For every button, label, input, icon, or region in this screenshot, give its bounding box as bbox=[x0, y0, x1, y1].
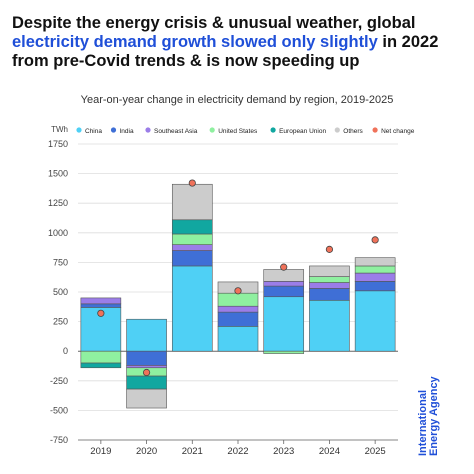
x-tick-label: 2024 bbox=[319, 446, 340, 457]
bar-segment bbox=[309, 265, 350, 277]
bar-segment bbox=[309, 299, 350, 352]
bar-segment bbox=[171, 233, 213, 245]
bar-segment bbox=[80, 303, 122, 308]
legend-label: United States bbox=[218, 128, 258, 135]
legend-label: Others bbox=[343, 128, 363, 135]
net-change-point bbox=[371, 236, 379, 244]
bar-segment bbox=[171, 250, 213, 267]
bar-segment bbox=[217, 311, 259, 327]
bar-segment bbox=[80, 350, 122, 364]
y-tick-label: 1500 bbox=[48, 169, 68, 179]
bar-segment bbox=[126, 388, 167, 409]
bar-segment bbox=[171, 219, 213, 235]
y-tick-label: -250 bbox=[50, 376, 68, 386]
bar-segment bbox=[263, 350, 305, 354]
y-tick-label: 750 bbox=[53, 257, 68, 267]
bar-segment bbox=[171, 265, 213, 352]
y-tick-label: 1000 bbox=[48, 228, 68, 238]
legend-label: China bbox=[85, 128, 102, 135]
x-tick-label: 2020 bbox=[136, 446, 157, 457]
y-tick-label: 1250 bbox=[48, 198, 68, 208]
y-tick-label: -500 bbox=[50, 405, 68, 415]
y-tick-label: 500 bbox=[53, 287, 68, 297]
x-tick-label: 2023 bbox=[273, 446, 294, 457]
bar-segment bbox=[217, 326, 259, 352]
bar-segment bbox=[217, 305, 259, 313]
legend-swatch bbox=[76, 127, 82, 133]
legend-label: Net change bbox=[381, 128, 415, 135]
y-tick-label: 0 bbox=[63, 346, 68, 356]
bar-segment bbox=[354, 281, 396, 292]
x-tick-label: 2021 bbox=[182, 446, 203, 457]
x-tick-label: 2025 bbox=[365, 446, 386, 457]
legend-swatch bbox=[145, 127, 151, 133]
x-tick-label: 2019 bbox=[90, 446, 111, 457]
legend-swatch bbox=[209, 127, 215, 133]
legend-label: European Union bbox=[279, 128, 326, 135]
bar-segment bbox=[171, 183, 213, 221]
legend-swatch bbox=[334, 127, 340, 133]
bar-segment bbox=[126, 375, 167, 390]
headline: Despite the energy crisis & unusual weat… bbox=[12, 14, 452, 71]
legend-swatch bbox=[270, 127, 276, 133]
bar-segment bbox=[309, 288, 350, 301]
headline-part2: in 2022 from pre-Covid trends & is now s… bbox=[12, 33, 439, 70]
y-tick-label: -750 bbox=[50, 435, 68, 445]
bar-segment bbox=[80, 362, 122, 369]
legend-label: Southeast Asia bbox=[154, 128, 198, 135]
chart-title: Year-on-year change in electricity deman… bbox=[80, 94, 394, 106]
bar-segment bbox=[354, 272, 396, 282]
bar-segment bbox=[309, 276, 350, 283]
net-change-point bbox=[97, 309, 105, 317]
headline-highlight: electricity demand growth slowed only sl… bbox=[12, 33, 378, 51]
y-tick-label: 250 bbox=[53, 317, 68, 327]
bar-segment bbox=[354, 290, 396, 352]
bar-segment bbox=[126, 365, 167, 369]
bar-segment bbox=[354, 257, 396, 267]
headline-part1: Despite the energy crisis & unusual weat… bbox=[12, 14, 416, 32]
bar-segment bbox=[309, 282, 350, 289]
y-axis-unit: TWh bbox=[51, 125, 68, 134]
bar-segment bbox=[171, 244, 213, 251]
iea-logo: International Energy Agency bbox=[417, 372, 440, 456]
legend-swatch bbox=[372, 127, 378, 133]
bar-segment bbox=[263, 269, 305, 282]
bar-segment bbox=[80, 297, 122, 305]
bar-segment bbox=[217, 292, 259, 307]
net-change-point bbox=[234, 287, 242, 295]
bar-segment bbox=[263, 296, 305, 352]
legend-swatch bbox=[110, 127, 117, 133]
bar-segment bbox=[126, 318, 167, 352]
x-tick-label: 2022 bbox=[227, 446, 248, 457]
y-tick-label: 1750 bbox=[48, 139, 68, 149]
net-change-point bbox=[325, 245, 334, 253]
bar-segment bbox=[126, 350, 167, 366]
net-change-point bbox=[280, 263, 288, 271]
bar-segment bbox=[263, 285, 305, 298]
net-change-point bbox=[142, 368, 151, 377]
brand-line2: Energy Agency bbox=[428, 376, 440, 456]
bar-segment bbox=[354, 265, 396, 274]
net-change-point bbox=[188, 179, 196, 187]
legend-label: India bbox=[120, 128, 134, 135]
bar-segment bbox=[263, 281, 305, 287]
